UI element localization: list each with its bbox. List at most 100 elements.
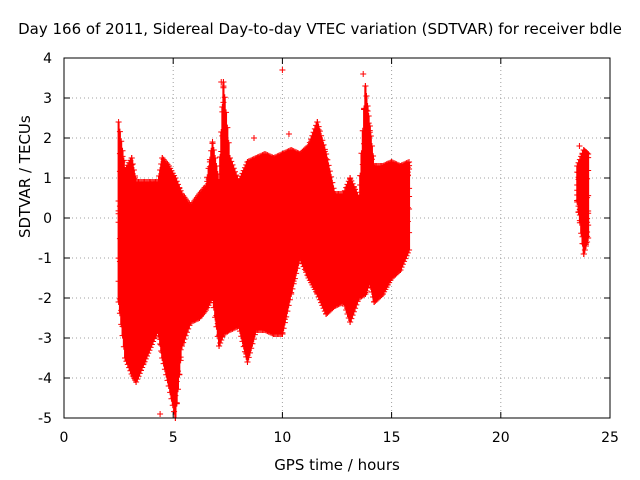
y-tick-label: 0 bbox=[43, 211, 52, 227]
data-point bbox=[349, 312, 356, 319]
data-point bbox=[347, 179, 354, 185]
data-point bbox=[315, 123, 322, 130]
y-axis-label: SDTVAR / TECUs bbox=[16, 115, 34, 238]
data-point bbox=[285, 302, 292, 309]
data-point bbox=[363, 93, 370, 99]
data-point bbox=[362, 83, 369, 89]
data-point bbox=[284, 308, 291, 315]
data-point bbox=[584, 150, 591, 156]
data-point bbox=[246, 349, 253, 356]
data-point bbox=[364, 103, 371, 109]
data-point bbox=[219, 334, 226, 340]
data-point bbox=[120, 157, 127, 164]
data-point bbox=[233, 172, 240, 179]
data-point bbox=[403, 252, 410, 259]
data-point bbox=[218, 79, 225, 85]
data-point bbox=[185, 325, 192, 332]
data-point bbox=[218, 337, 225, 343]
data-point bbox=[116, 128, 123, 135]
data-point bbox=[157, 411, 164, 417]
data-point bbox=[585, 208, 592, 215]
data-point bbox=[183, 329, 190, 336]
data-point bbox=[251, 331, 258, 338]
y-tick-label: -5 bbox=[38, 411, 52, 427]
data-point bbox=[141, 358, 148, 365]
data-point bbox=[250, 336, 257, 343]
data-point bbox=[406, 229, 413, 236]
x-axis-label: GPS time / hours bbox=[274, 456, 400, 474]
data-point bbox=[406, 206, 413, 213]
data-point bbox=[212, 155, 219, 161]
y-tick-label: -2 bbox=[38, 291, 52, 307]
data-point bbox=[406, 159, 413, 165]
data-point bbox=[281, 319, 288, 326]
data-point bbox=[118, 138, 125, 145]
data-point bbox=[245, 354, 252, 361]
data-point bbox=[244, 359, 251, 365]
data-point bbox=[152, 332, 159, 339]
data-point bbox=[397, 267, 404, 273]
data-point bbox=[229, 161, 236, 168]
data-point bbox=[326, 168, 333, 175]
data-point bbox=[173, 178, 180, 185]
data-point bbox=[145, 350, 152, 357]
data-point bbox=[290, 280, 297, 287]
data-point bbox=[213, 163, 220, 169]
data-point bbox=[398, 264, 405, 271]
data-point bbox=[370, 153, 377, 159]
data-point bbox=[279, 331, 286, 337]
data-point bbox=[143, 353, 150, 359]
data-point bbox=[585, 222, 592, 229]
data-point bbox=[368, 143, 375, 149]
data-point bbox=[226, 155, 233, 161]
data-point bbox=[209, 139, 216, 145]
data-point bbox=[350, 183, 357, 190]
data-point bbox=[119, 153, 126, 160]
data-point bbox=[251, 135, 258, 141]
data-point bbox=[133, 379, 140, 385]
data-point bbox=[142, 355, 149, 362]
data-point bbox=[283, 313, 290, 320]
data-point bbox=[178, 343, 185, 349]
x-tick-label: 0 bbox=[60, 430, 69, 446]
data-point bbox=[186, 322, 193, 329]
data-point bbox=[119, 147, 126, 154]
data-point bbox=[404, 249, 411, 256]
data-point bbox=[224, 124, 231, 131]
data-point bbox=[175, 181, 182, 188]
data-point bbox=[181, 336, 188, 343]
data-point bbox=[291, 275, 298, 282]
data-point bbox=[576, 143, 583, 149]
data-point bbox=[147, 344, 154, 351]
data-point bbox=[280, 325, 287, 332]
data-point bbox=[363, 288, 370, 294]
data-point bbox=[289, 285, 296, 292]
data-point bbox=[175, 386, 182, 393]
data-point bbox=[128, 155, 135, 161]
data-point bbox=[228, 158, 235, 165]
data-point bbox=[581, 247, 588, 253]
data-point bbox=[294, 265, 301, 272]
data-point bbox=[177, 187, 184, 194]
y-tick-label: 3 bbox=[43, 91, 52, 107]
data-point bbox=[329, 179, 336, 186]
data-point bbox=[293, 270, 300, 277]
y-tick-label: -3 bbox=[38, 331, 52, 347]
data-point bbox=[582, 243, 589, 249]
data-point bbox=[316, 128, 323, 135]
y-tick-label: 1 bbox=[43, 171, 52, 187]
data-point bbox=[216, 343, 223, 349]
data-point bbox=[131, 173, 138, 179]
data-point bbox=[362, 291, 369, 297]
data-point bbox=[350, 308, 357, 315]
data-point bbox=[366, 123, 373, 129]
data-point bbox=[151, 335, 158, 342]
data-point bbox=[318, 132, 325, 139]
data-point bbox=[348, 315, 355, 322]
chart-title: Day 166 of 2011, Sidereal Day-to-day VTE… bbox=[18, 20, 622, 38]
data-point bbox=[328, 173, 335, 180]
data-point bbox=[129, 161, 136, 167]
data-point bbox=[365, 113, 372, 119]
data-point bbox=[585, 235, 592, 241]
